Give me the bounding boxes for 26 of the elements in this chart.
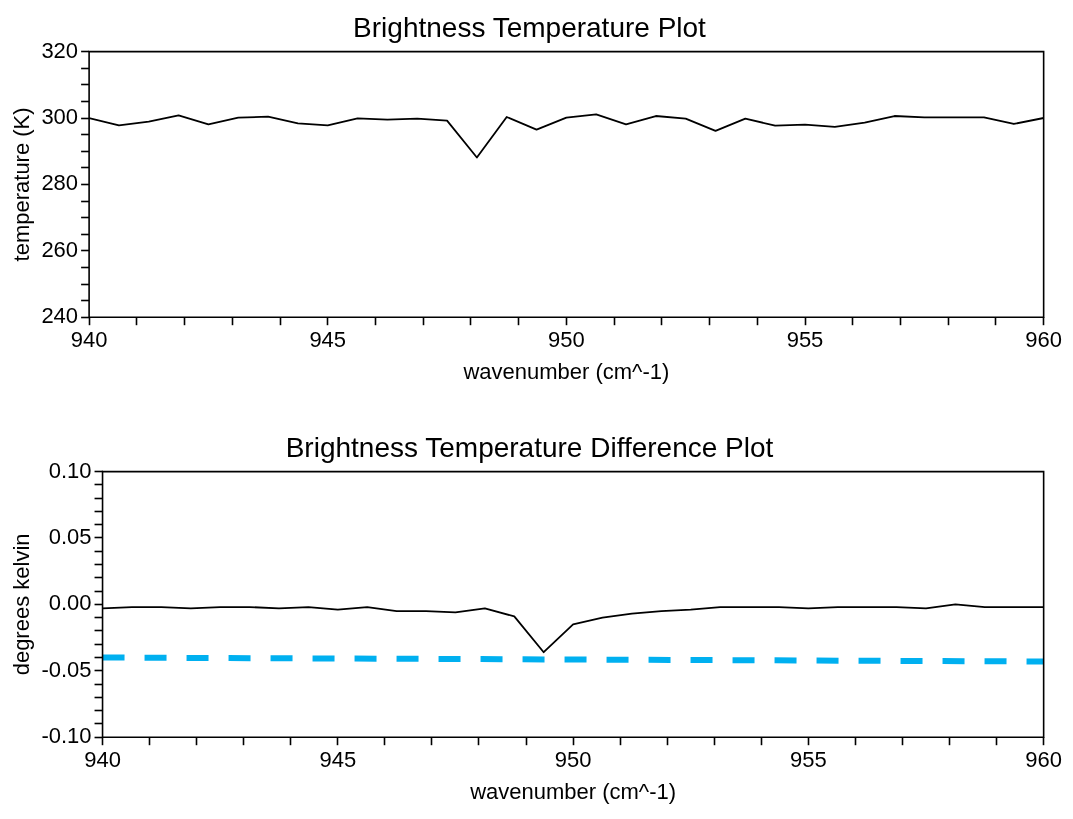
- x-tick-label: 945: [319, 747, 357, 773]
- x-tick-label: 945: [309, 327, 347, 353]
- y-axis-title: degrees kelvin: [9, 533, 35, 676]
- x-axis-title: wavenumber (cm^-1): [462, 358, 670, 384]
- y-tick-label: 280: [41, 170, 79, 196]
- chart-title: Brightness Temperature Difference Plot: [285, 431, 774, 463]
- x-tick-label: 950: [554, 747, 592, 773]
- x-tick-label: 960: [1025, 747, 1063, 773]
- x-tick-label: 940: [70, 327, 108, 353]
- y-tick-label: 0.00: [48, 590, 92, 616]
- x-tick-label: 940: [84, 747, 121, 773]
- x-tick-label: 955: [790, 747, 827, 773]
- y-tick-label: 260: [41, 236, 79, 262]
- y-tick-label: 300: [41, 104, 79, 130]
- y-tick-label: -0.10: [41, 723, 92, 749]
- x-tick-label: 950: [548, 327, 585, 353]
- y-tick-label: 0.10: [48, 457, 92, 483]
- y-tick-label: 0.05: [48, 524, 92, 550]
- y-axis-title: temperature (K): [9, 107, 35, 262]
- x-tick-label: 960: [1025, 327, 1063, 353]
- x-axis-title: wavenumber (cm^-1): [469, 778, 677, 804]
- chart-title: Brightness Temperature Plot: [353, 11, 707, 43]
- y-tick-label: 240: [41, 303, 79, 329]
- x-tick-label: 955: [786, 327, 824, 353]
- y-tick-label: 320: [41, 37, 79, 63]
- y-tick-label: -0.05: [41, 656, 92, 682]
